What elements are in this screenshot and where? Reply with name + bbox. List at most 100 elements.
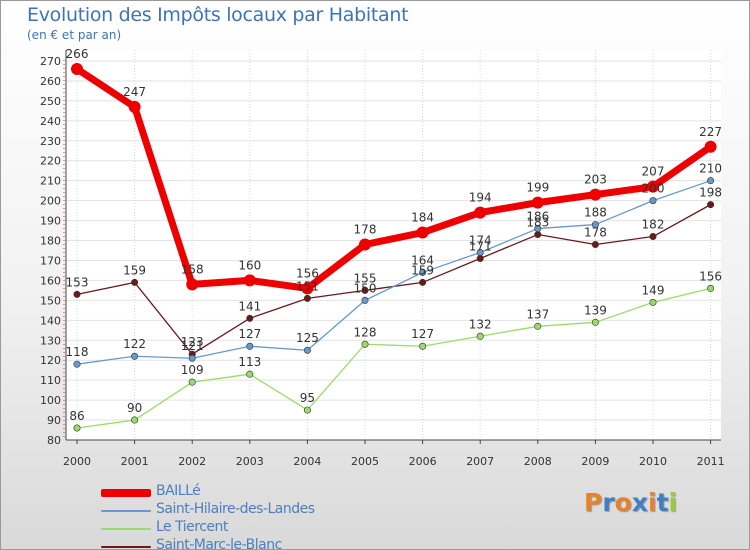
logo-letter: i [648, 488, 657, 517]
series-line-saint-hilaire-des-landes [76, 180, 712, 365]
data-label-baill-: 199 [526, 181, 549, 195]
x-tick-label: 2011 [697, 455, 725, 468]
data-point-baill- [647, 180, 659, 193]
data-label-le-tiercent: 86 [69, 409, 84, 423]
data-label-baill-: 227 [699, 125, 722, 139]
logo-letter: P [584, 488, 603, 517]
legend-swatch [101, 489, 151, 497]
chart-subtitle: (en € et par an) [27, 28, 122, 42]
data-point-baill- [359, 238, 371, 251]
data-label-saint-hilaire-des-landes: 118 [66, 345, 89, 359]
legend-swatch [101, 546, 151, 548]
data-point-le-tiercent [419, 342, 427, 350]
data-point-baill- [531, 196, 544, 209]
data-point-baill- [186, 278, 199, 291]
legend-item: Le Tiercent [101, 519, 361, 538]
y-tick-label: 130 [40, 334, 61, 347]
y-tick-label: 250 [40, 95, 61, 108]
data-label-le-tiercent: 149 [642, 283, 665, 297]
y-tick-label: 100 [40, 394, 61, 407]
data-label-le-tiercent: 156 [699, 269, 722, 283]
data-label-baill-: 247 [123, 85, 146, 99]
x-tick-label: 2002 [178, 455, 206, 468]
data-label-le-tiercent: 90 [127, 401, 142, 415]
y-tick-label: 150 [40, 294, 61, 307]
legend-swatch [101, 510, 151, 512]
data-point-saint-hilaire-des-landes [707, 177, 715, 185]
data-label-saint-hilaire-des-landes: 174 [469, 233, 492, 247]
data-label-baill-: 158 [181, 262, 204, 276]
data-label-saint-hilaire-des-landes: 164 [411, 253, 434, 267]
proxiti-logo: Proxiti [584, 488, 677, 517]
data-label-baill-: 160 [238, 258, 261, 272]
y-tick-label: 160 [40, 274, 61, 287]
data-point-baill- [704, 140, 717, 153]
logo-letter: r [602, 488, 615, 517]
y-tick-label: 230 [40, 135, 61, 148]
data-point-saint-marc-le-blanc [591, 241, 599, 249]
y-tick-label: 120 [40, 354, 61, 367]
data-point-saint-hilaire-des-landes [649, 197, 657, 205]
data-point-saint-hilaire-des-landes [246, 342, 254, 350]
data-label-saint-hilaire-des-landes: 125 [296, 331, 319, 345]
data-label-saint-hilaire-des-landes: 150 [354, 281, 377, 295]
data-point-saint-marc-le-blanc [131, 278, 139, 286]
data-point-saint-marc-le-blanc [73, 290, 81, 298]
y-tick-label: 240 [40, 115, 61, 128]
data-point-baill- [416, 226, 429, 239]
data-point-le-tiercent [649, 298, 657, 306]
legend-item: BAILLé [101, 483, 361, 502]
y-tick-label: 90 [47, 414, 61, 427]
x-tick-label: 2010 [639, 455, 667, 468]
y-tick-label: 200 [40, 195, 61, 208]
data-point-baill- [243, 274, 256, 287]
legend-item: Saint-Hilaire-des-Landes [101, 501, 361, 520]
series-line-le-tiercent [76, 287, 712, 429]
data-label-baill-: 184 [411, 211, 434, 225]
data-point-le-tiercent [246, 370, 254, 378]
data-point-le-tiercent [476, 332, 484, 340]
data-label-baill-: 178 [354, 223, 377, 237]
data-label-le-tiercent: 109 [181, 363, 204, 377]
legend: BAILLé Saint-Hilaire-des-Landes Le Tiercen… [101, 483, 361, 550]
y-tick-label: 270 [40, 55, 61, 68]
legend-label: Saint-Hilaire-des-Landes [156, 501, 315, 517]
data-label-le-tiercent: 139 [584, 303, 607, 317]
x-tick-label: 2003 [236, 455, 264, 468]
data-label-baill-: 156 [296, 266, 319, 280]
data-point-saint-hilaire-des-landes [476, 248, 484, 256]
data-point-saint-marc-le-blanc [246, 314, 254, 322]
chart-title: Evolution des Impôts locaux par Habitant [27, 4, 409, 26]
data-point-le-tiercent [707, 284, 715, 292]
data-label-saint-hilaire-des-landes: 127 [238, 327, 261, 341]
data-label-saint-marc-le-blanc: 183 [526, 216, 549, 230]
data-point-baill- [589, 188, 602, 201]
y-tick-label: 140 [40, 314, 61, 327]
data-point-le-tiercent [188, 378, 196, 386]
series-line-baill- [73, 65, 715, 292]
y-tick-label: 260 [40, 75, 61, 88]
data-label-baill-: 203 [584, 173, 607, 187]
data-label-saint-hilaire-des-landes: 186 [526, 210, 549, 224]
x-tick-label: 2007 [466, 455, 494, 468]
data-label-saint-hilaire-des-landes: 188 [584, 206, 607, 220]
data-point-saint-marc-le-blanc [476, 254, 484, 262]
legend-label: Saint-Marc-le-Blanc [156, 537, 282, 550]
x-tick-label: 2000 [63, 455, 91, 468]
data-point-saint-hilaire-des-landes [534, 225, 542, 233]
data-label-saint-marc-le-blanc: 141 [238, 299, 261, 313]
data-label-saint-marc-le-blanc: 151 [296, 279, 319, 293]
data-point-saint-marc-le-blanc [649, 233, 657, 241]
data-point-saint-marc-le-blanc [361, 286, 369, 294]
data-point-baill- [474, 206, 487, 219]
data-label-saint-marc-le-blanc: 198 [699, 186, 722, 200]
legend-label: Le Tiercent [156, 519, 228, 535]
y-tick-label: 170 [40, 254, 61, 267]
data-point-saint-marc-le-blanc [419, 278, 427, 286]
logo-letter: o [614, 488, 632, 517]
data-point-saint-hilaire-des-landes [303, 346, 311, 354]
data-point-le-tiercent [73, 424, 81, 432]
data-label-saint-marc-le-blanc: 159 [123, 263, 146, 277]
